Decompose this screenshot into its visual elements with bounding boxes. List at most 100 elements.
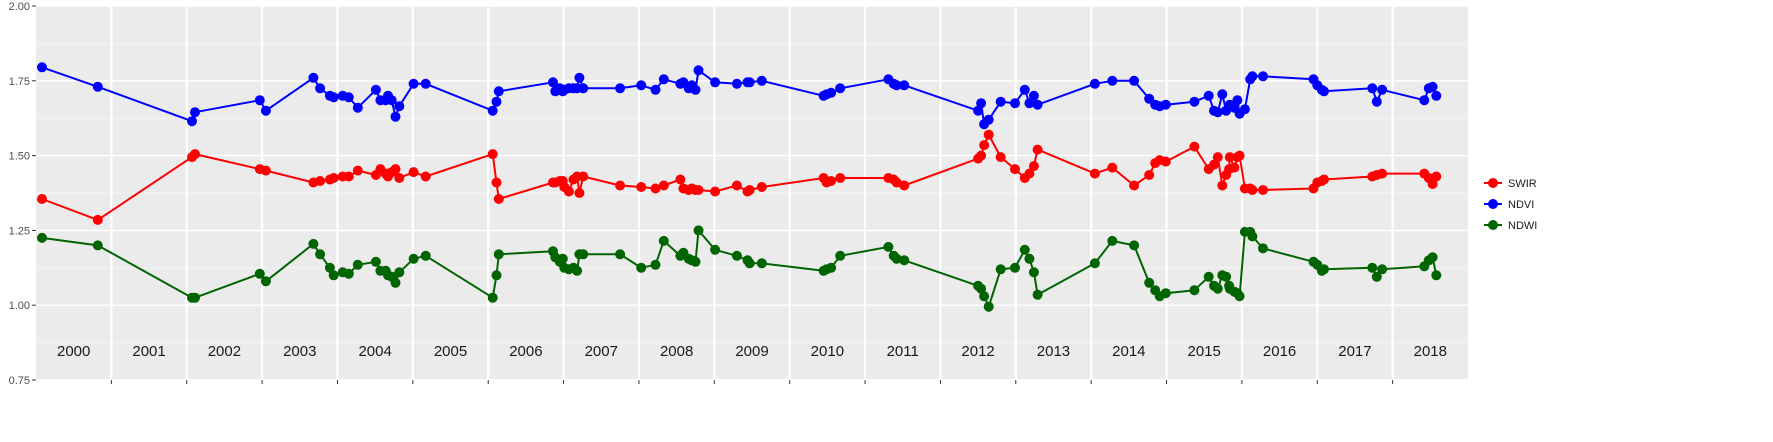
data-point-ndvi bbox=[491, 96, 502, 107]
data-point-swir bbox=[328, 173, 339, 183]
data-point-ndvi bbox=[1203, 90, 1214, 101]
data-point-ndwi bbox=[756, 258, 767, 269]
data-point-swir bbox=[1229, 162, 1240, 173]
data-point-ndvi bbox=[658, 74, 669, 85]
year-label: 2010 bbox=[811, 343, 844, 360]
data-point-ndwi bbox=[710, 244, 721, 255]
year-labels: 2000 2001 2002 2003 2004 2005 2006 2007 2008 2009… bbox=[57, 343, 1447, 360]
data-point-swir bbox=[983, 129, 994, 140]
data-point-ndwi bbox=[578, 249, 589, 260]
data-point-ndvi bbox=[1427, 81, 1438, 92]
data-point-swir bbox=[1258, 185, 1268, 195]
data-point-swir bbox=[1377, 168, 1388, 179]
data-point-ndvi bbox=[190, 107, 200, 118]
data-point-ndwi bbox=[1010, 262, 1020, 273]
data-point-ndvi bbox=[1160, 99, 1171, 110]
data-point-ndvi bbox=[1319, 86, 1329, 97]
data-point-ndvi bbox=[899, 80, 910, 91]
data-point-swir bbox=[1028, 161, 1039, 172]
data-point-swir bbox=[408, 167, 419, 178]
data-point-ndvi bbox=[493, 86, 504, 97]
data-point-ndwi bbox=[1377, 264, 1388, 275]
data-point-swir bbox=[394, 173, 405, 183]
data-point-swir bbox=[1089, 168, 1100, 179]
data-point-ndwi bbox=[328, 270, 339, 281]
year-label: 2013 bbox=[1037, 343, 1070, 360]
data-point-ndvi bbox=[1239, 104, 1250, 115]
legend-key-point bbox=[1488, 178, 1498, 188]
data-point-ndwi bbox=[891, 253, 902, 264]
data-point-ndvi bbox=[1367, 83, 1378, 94]
data-point-ndvi bbox=[973, 105, 984, 116]
data-point-ndwi bbox=[572, 265, 583, 276]
data-point-ndvi bbox=[1419, 95, 1430, 106]
legend-label: SWIR bbox=[1508, 178, 1537, 190]
data-point-swir bbox=[1129, 180, 1140, 191]
data-point-ndvi bbox=[386, 95, 397, 106]
data-point-ndvi bbox=[315, 83, 326, 94]
data-point-ndvi bbox=[1024, 98, 1035, 109]
data-point-swir bbox=[1209, 159, 1219, 170]
data-point-ndwi bbox=[995, 264, 1006, 275]
year-label: 2014 bbox=[1112, 343, 1145, 360]
year-label: 2008 bbox=[660, 343, 693, 360]
data-point-ndvi bbox=[744, 77, 755, 88]
data-point-swir bbox=[1224, 152, 1235, 163]
data-point-ndwi bbox=[1019, 244, 1030, 255]
legend-label: NDVI bbox=[1508, 199, 1534, 211]
data-point-swir bbox=[1217, 180, 1228, 191]
data-point-swir bbox=[1212, 152, 1223, 163]
data-point-ndwi bbox=[1024, 253, 1035, 264]
data-point-ndvi bbox=[1371, 96, 1382, 107]
data-point-swir bbox=[92, 214, 103, 225]
data-point-ndwi bbox=[1212, 283, 1223, 294]
year-label: 2005 bbox=[434, 343, 467, 360]
year-label: 2015 bbox=[1188, 343, 1221, 360]
data-point-swir bbox=[756, 182, 767, 192]
data-point-swir bbox=[1189, 141, 1200, 152]
data-point-ndwi bbox=[420, 250, 431, 261]
year-label: 2002 bbox=[208, 343, 241, 360]
data-point-ndvi bbox=[548, 77, 558, 88]
data-point-ndvi bbox=[254, 95, 265, 106]
data-point-swir bbox=[574, 188, 585, 198]
data-point-ndwi bbox=[1319, 264, 1329, 275]
data-point-ndwi bbox=[1221, 271, 1232, 282]
data-point-swir bbox=[1024, 168, 1035, 179]
data-point-swir bbox=[710, 186, 721, 197]
data-point-ndwi bbox=[487, 292, 498, 303]
data-point-ndwi bbox=[744, 258, 755, 269]
y-tick-label: 2.00 bbox=[9, 1, 30, 13]
data-point-ndwi bbox=[370, 256, 381, 267]
data-point-ndvi bbox=[983, 114, 994, 125]
year-label: 2016 bbox=[1263, 343, 1296, 360]
data-point-ndwi bbox=[1234, 291, 1245, 302]
data-point-ndvi bbox=[1010, 98, 1020, 109]
data-point-ndvi bbox=[352, 102, 363, 113]
data-point-ndwi bbox=[883, 241, 894, 252]
data-point-ndvi bbox=[1212, 107, 1223, 118]
data-point-ndwi bbox=[557, 253, 568, 264]
data-point-swir bbox=[1431, 171, 1442, 182]
data-point-swir bbox=[1010, 164, 1020, 175]
data-point-ndwi bbox=[899, 255, 910, 266]
data-point-ndvi bbox=[1258, 71, 1268, 82]
data-point-ndwi bbox=[1032, 289, 1043, 300]
data-point-ndvi bbox=[92, 81, 103, 92]
data-point-ndvi bbox=[260, 105, 271, 116]
year-label: 2007 bbox=[585, 343, 618, 360]
data-point-ndvi bbox=[976, 98, 987, 109]
data-point-ndvi bbox=[1431, 90, 1442, 101]
data-point-ndwi bbox=[1203, 271, 1214, 282]
data-point-ndwi bbox=[37, 232, 47, 243]
data-point-swir bbox=[343, 171, 354, 182]
data-point-ndwi bbox=[352, 259, 363, 270]
data-point-ndwi bbox=[408, 253, 419, 264]
y-tick-label: 1.25 bbox=[9, 225, 30, 237]
data-point-ndwi bbox=[1431, 270, 1442, 281]
data-point-ndvi bbox=[615, 83, 626, 94]
data-point-ndvi bbox=[1189, 96, 1200, 107]
data-point-swir bbox=[190, 149, 200, 160]
data-point-ndvi bbox=[693, 65, 704, 76]
